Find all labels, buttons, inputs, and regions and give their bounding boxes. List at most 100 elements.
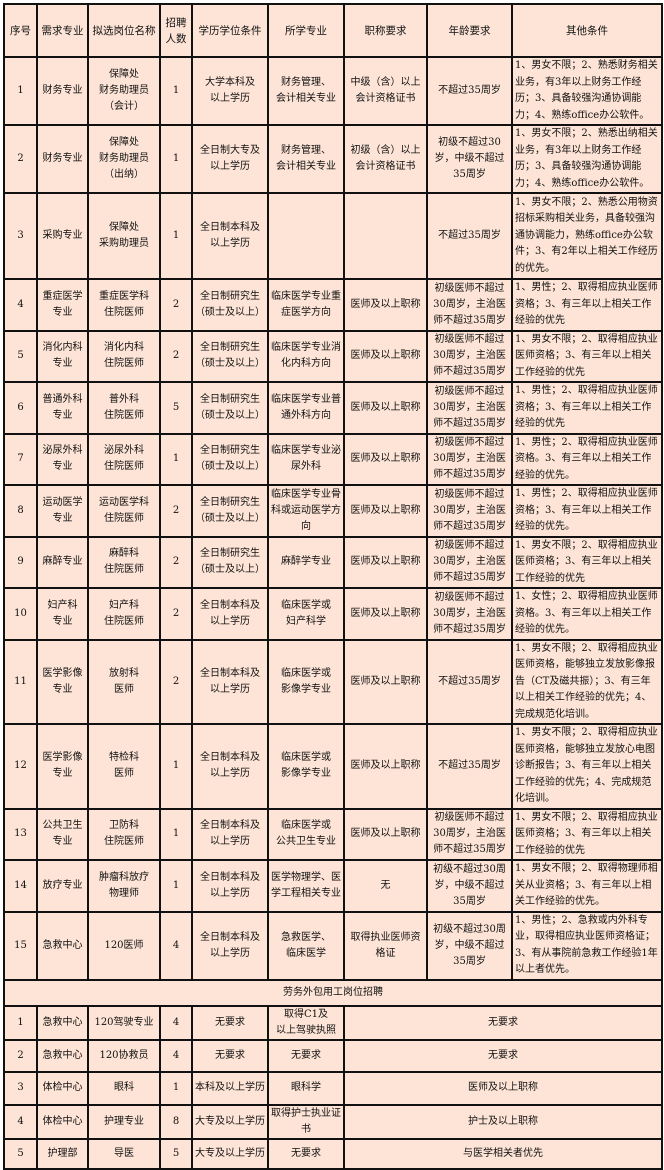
cell-position-name: 导医 (87, 1137, 161, 1170)
cell-education: 全日制研究生 （硕士及以上） (191, 484, 269, 538)
outsource-row: 4 体检中心 护理专业 8 大专及以上学历 取得护士执业证书 护士及以上职称 (3, 1103, 663, 1140)
header-age-requirement: 年龄要求 (426, 3, 513, 58)
cell-other-conditions: 1、男性；2、取得相应执业医师资格；3、有三年以上相关工作经验的优先 (511, 278, 663, 332)
cell-education: 全日制本科及 以上学历 (191, 807, 269, 861)
cell-title-requirement: 无 (343, 859, 428, 913)
cell-requirements: 无要求 (343, 1038, 663, 1073)
cell-other-conditions: 1、男女不限；2、熟悉财务相关业务，有3年以上财务工作经历；3、具备较强沟通协调… (511, 56, 663, 126)
cell-position-name: 保障处 采购助理员 (87, 192, 161, 280)
cell-index: 12 (3, 723, 38, 810)
cell-department: 体检中心 (36, 1070, 89, 1106)
cell-other-conditions: 1、男性；2、取得相应执业医师资格；3、有三年以上相关工作经验的优先 (511, 381, 663, 435)
header-headcount: 招聘 人数 (159, 3, 193, 58)
cell-index: 9 (3, 535, 38, 589)
cell-required-major: 放疗专业 (36, 859, 89, 913)
cell-position-name: 保障处 财务助理员 （出纳） (87, 124, 161, 194)
cell-education: 无要求 (191, 1004, 269, 1041)
outsource-row: 1 急救中心 120驾驶专业 4 无要求 取得C1及 以上驾驶执照 无要求 (3, 1004, 663, 1041)
outsource-row: 5 护理部 导医 5 大专及以上学历 无要求 与医学相关者优先 (3, 1137, 663, 1170)
cell-title-requirement: 取得执业医师资 格证 (343, 910, 428, 981)
cell-position-name: 120协救员 (87, 1038, 161, 1073)
cell-position-name: 120驾驶专业 (87, 1004, 161, 1041)
cell-position-name: 眼科 (87, 1070, 161, 1106)
cell-index: 4 (3, 278, 38, 332)
table-row: 11 医学影像 专业 放射科 医师 2 全日制本科及 以上学历 临床医学或 影像学专业 医师… (3, 638, 663, 725)
cell-education: 全日制本科及 以上学历 (191, 192, 269, 280)
cell-index: 5 (3, 329, 38, 383)
cell-headcount: 1 (159, 432, 193, 486)
cell-education: 无要求 (191, 1038, 269, 1073)
cell-required-major: 泌尿外科 专业 (36, 432, 89, 486)
cell-requirements: 医师及以上职称 (343, 1070, 663, 1106)
cell-major-studied: 临床医学或 妇产科学 (267, 587, 345, 641)
cell-qualification: 取得护士执业证书 (267, 1103, 345, 1140)
cell-position-name: 泌尿外科 住院医师 (87, 432, 161, 486)
cell-other-conditions: 1、女性；2、取得相应执业医师资格。3、有三年以上相关工作经验的优先。 (511, 587, 663, 641)
cell-major-studied: 麻醉学专业 (267, 535, 345, 589)
cell-position-name: 重症医学科 住院医师 (87, 278, 161, 332)
cell-position-name: 普外科 住院医师 (87, 381, 161, 435)
cell-index: 1 (3, 1004, 38, 1041)
cell-major-studied: 急救医学、 临床医学 (267, 910, 345, 981)
cell-index: 14 (3, 859, 38, 913)
cell-education: 大学本科及 以上学历 (191, 56, 269, 126)
cell-requirements: 护士及以上职称 (343, 1103, 663, 1140)
cell-index: 7 (3, 432, 38, 486)
cell-required-major: 运动医学 专业 (36, 484, 89, 538)
cell-department: 急救中心 (36, 1004, 89, 1041)
cell-position-name: 妇产科 住院医师 (87, 587, 161, 641)
table-row: 13 公共卫生 专业 卫防科 住院医师 1 全日制本科及 以上学历 临床医学或 公共卫生专… (3, 807, 663, 861)
table-row: 10 妇产科 专业 妇产科 住院医师 2 全日制本科及 以上学历 临床医学或 妇产科学 医师… (3, 587, 663, 641)
cell-title-requirement: 医师及以上职称 (343, 587, 428, 641)
cell-age-requirement: 不超过35周岁 (426, 56, 513, 126)
cell-index: 4 (3, 1103, 38, 1140)
cell-education: 全日制本科及 以上学历 (191, 723, 269, 810)
cell-age-requirement: 初级医师不超过 30周岁，主治医 师不超过35周岁 (426, 329, 513, 383)
cell-headcount: 5 (159, 381, 193, 435)
cell-requirements: 与医学相关者优先 (343, 1137, 663, 1170)
cell-required-major: 妇产科 专业 (36, 587, 89, 641)
cell-headcount: 4 (159, 1004, 193, 1041)
cell-major-studied: 临床医学或 公共卫生专业 (267, 807, 345, 861)
cell-position-name: 卫防科 住院医师 (87, 807, 161, 861)
cell-education: 全日制本科及 以上学历 (191, 859, 269, 913)
cell-headcount: 2 (159, 587, 193, 641)
cell-headcount: 1 (159, 859, 193, 913)
cell-position-name: 120医师 (87, 910, 161, 981)
table-row: 7 泌尿外科 专业 泌尿外科 住院医师 1 全日制研究生 （硕士及以上） 临床医学专业泌尿… (3, 432, 663, 486)
cell-title-requirement: 医师及以上职称 (343, 723, 428, 810)
table-row: 4 重症医学 专业 重症医学科 住院医师 2 全日制研究生 （硕士及以上） 临床医学专业重… (3, 278, 663, 332)
cell-age-requirement: 初级医师不超过 30周岁，主治医 师不超过35周岁 (426, 381, 513, 435)
cell-education: 大专及以上学历 (191, 1137, 269, 1170)
cell-title-requirement: 医师及以上职称 (343, 329, 428, 383)
cell-title-requirement: 中级（含）以上 会计资格证书 (343, 56, 428, 126)
cell-qualification: 眼科学 (267, 1070, 345, 1106)
cell-age-requirement: 初级不超过30 岁，中级不超过 35周岁 (426, 124, 513, 194)
cell-position-name: 麻醉科 住院医师 (87, 535, 161, 589)
cell-headcount: 1 (159, 1070, 193, 1106)
cell-index: 3 (3, 192, 38, 280)
cell-education: 全日制本科及 以上学历 (191, 638, 269, 725)
header-other-conditions: 其他条件 (511, 3, 663, 58)
cell-required-major: 麻醉专业 (36, 535, 89, 589)
cell-index: 2 (3, 1038, 38, 1073)
header-index: 序号 (3, 3, 38, 58)
table-row: 14 放疗专业 肿瘤科放疗 物理师 1 全日制本科及 以上学历 医学物理学、医学工程相关专… (3, 859, 663, 913)
header-required-major: 需求专业 (36, 3, 89, 58)
cell-required-major: 医学影像 专业 (36, 638, 89, 725)
cell-title-requirement (343, 192, 428, 280)
cell-major-studied: 财务管理、 会计相关专业 (267, 124, 345, 194)
cell-index: 15 (3, 910, 38, 981)
cell-education: 本科及以上学历 (191, 1070, 269, 1106)
cell-index: 8 (3, 484, 38, 538)
table-row: 15 急救中心 120医师 4 全日制本科及 以上学历 急救医学、 临床医学 取得执业医师资… (3, 910, 663, 981)
cell-position-name: 保障处 财务助理员 （会计） (87, 56, 161, 126)
cell-education: 全日制研究生 （硕士及以上） (191, 535, 269, 589)
cell-age-requirement: 初级医师不超过 30周岁，主治医 师不超过35周岁 (426, 484, 513, 538)
cell-age-requirement: 不超过35周岁 (426, 192, 513, 280)
cell-title-requirement: 医师及以上职称 (343, 432, 428, 486)
cell-index: 1 (3, 56, 38, 126)
cell-age-requirement: 初级医师不超过 30周岁，主治医 师不超过35周岁 (426, 432, 513, 486)
header-row: 序号 需求专业 拟选岗位名称 招聘 人数 学历学位条件 所学专业 职称要求 年龄要求 其他条件 (3, 3, 663, 58)
cell-education: 全日制研究生 （硕士及以上） (191, 278, 269, 332)
